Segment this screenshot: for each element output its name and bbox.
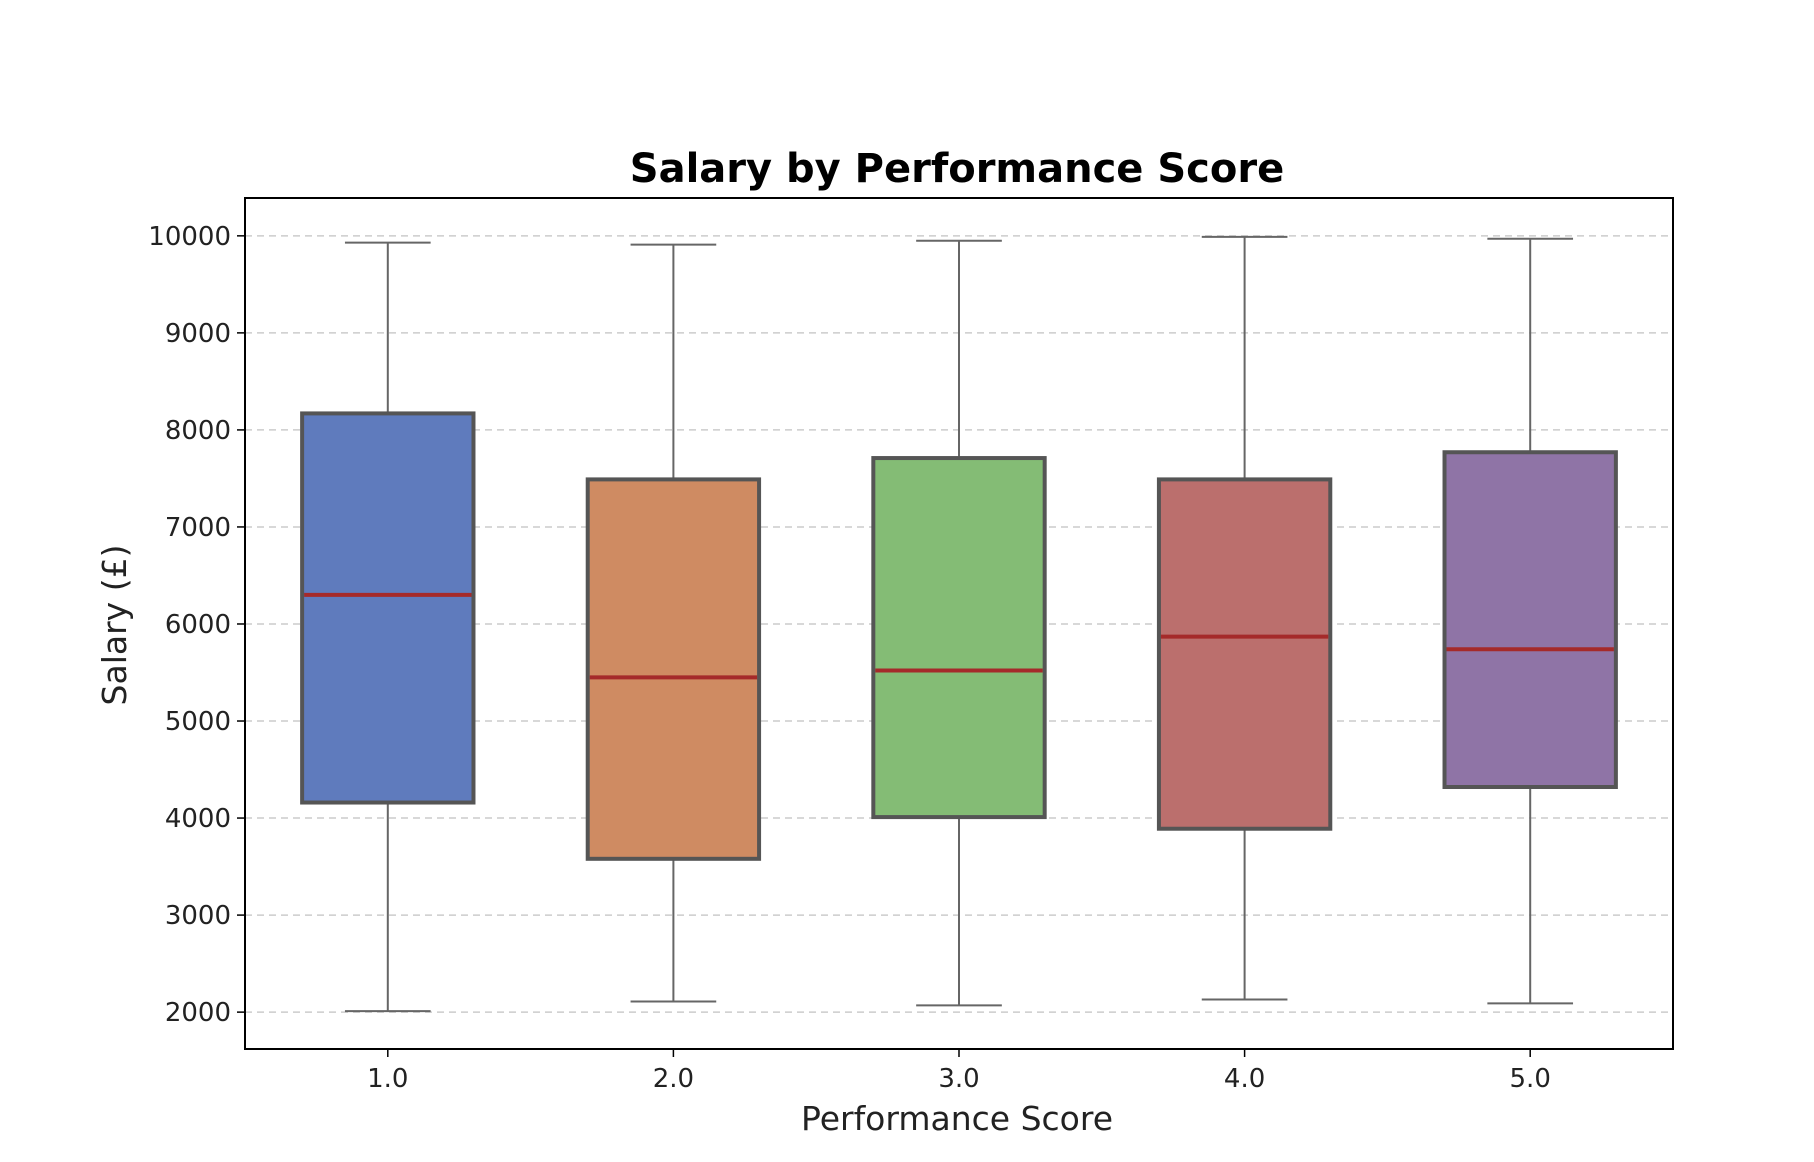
box-group-2.0 bbox=[585, 243, 762, 1003]
box-group-1.0 bbox=[300, 241, 476, 1013]
x-tick-label: 2.0 bbox=[653, 1064, 694, 1094]
x-tick-label: 1.0 bbox=[367, 1064, 408, 1094]
y-axis-ticks: 2000 3000 4000 5000 6000 7000 8000 9000 10000 bbox=[148, 222, 245, 1028]
y-tick-label: 7000 bbox=[165, 513, 231, 543]
box-group-5.0 bbox=[1442, 237, 1618, 1005]
box-iqr bbox=[1156, 477, 1333, 831]
y-tick-label: 9000 bbox=[165, 319, 231, 349]
y-tick-label: 3000 bbox=[165, 901, 231, 931]
y-tick-label: 5000 bbox=[165, 707, 231, 737]
y-tick-label: 4000 bbox=[165, 804, 231, 834]
box-iqr bbox=[871, 456, 1047, 820]
x-tick-label: 3.0 bbox=[938, 1064, 979, 1094]
y-tick-label: 2000 bbox=[165, 998, 231, 1028]
x-axis-label: Performance Score bbox=[801, 1099, 1113, 1138]
y-tick-label: 8000 bbox=[165, 416, 231, 446]
box-group-3.0 bbox=[871, 239, 1047, 1007]
x-axis-ticks: 1.0 2.0 3.0 4.0 5.0 bbox=[367, 1049, 1551, 1094]
box-group-4.0 bbox=[1156, 235, 1333, 1001]
box-iqr bbox=[585, 477, 762, 861]
x-tick-label: 4.0 bbox=[1224, 1064, 1265, 1094]
y-tick-label: 10000 bbox=[148, 222, 231, 252]
y-axis-label: Salary (£) bbox=[95, 545, 134, 706]
box-iqr bbox=[1442, 450, 1618, 790]
box-plots bbox=[300, 235, 1618, 1013]
y-tick-label: 6000 bbox=[165, 610, 231, 640]
x-tick-label: 5.0 bbox=[1510, 1064, 1551, 1094]
chart-title: Salary by Performance Score bbox=[630, 146, 1284, 192]
box-iqr bbox=[300, 411, 476, 805]
